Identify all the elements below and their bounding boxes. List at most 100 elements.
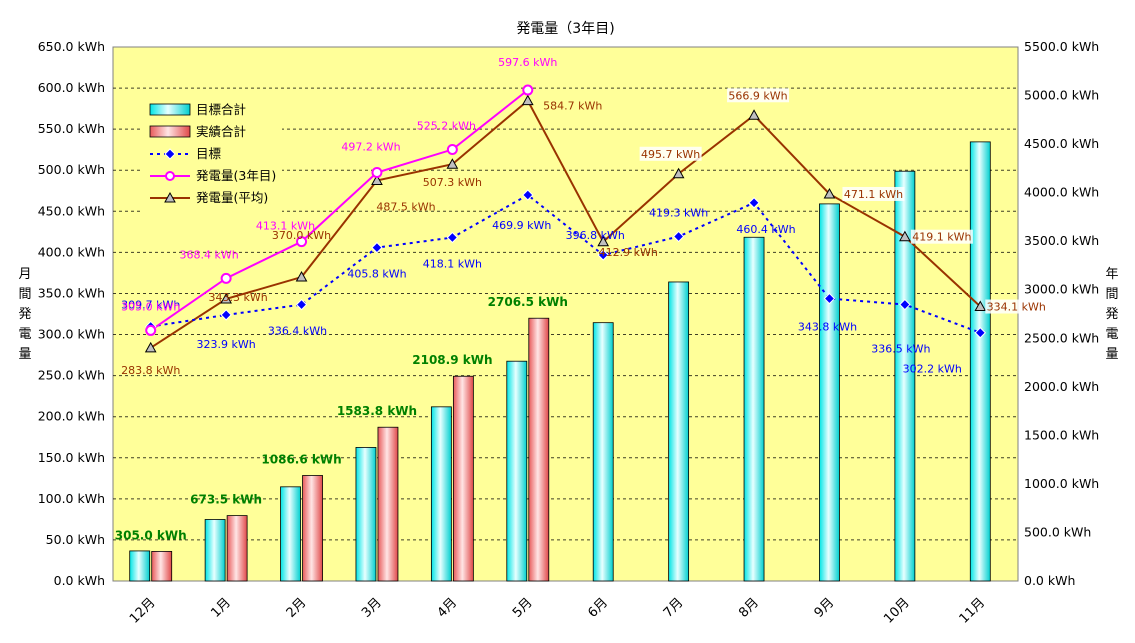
y-right-tick-label: 4000.0 kWh [1024, 185, 1099, 200]
bar-actual-total [151, 550, 173, 582]
data-label-gen-year3: 525.2 kWh [417, 120, 476, 133]
marker-gen-year3 [220, 272, 232, 284]
marker-gen-avg [144, 341, 157, 353]
marker-gen-avg [446, 158, 459, 169]
marker-target-monthly [446, 231, 459, 244]
legend-marker-gen-year3 [165, 171, 175, 181]
y-left-tick-label: 500.0 kWh [38, 162, 105, 177]
y-right-tick-label: 3500.0 kWh [1024, 233, 1099, 248]
legend-label: 発電量(3年目) [196, 168, 276, 183]
bar-target-total [894, 170, 916, 582]
data-label-gen-avg: 495.7 kWh [641, 148, 700, 161]
marker-target-monthly [597, 249, 609, 261]
marker-target-monthly [522, 189, 534, 201]
x-tick-label: 1月 [208, 595, 234, 621]
y-left-tick-label: 400.0 kWh [38, 244, 105, 259]
data-label-bg [985, 299, 1048, 314]
data-label-gen-year3: 413.1 kWh [256, 220, 315, 233]
y-right-tick-label: 3000.0 kWh [1024, 282, 1099, 297]
data-label-bg [727, 88, 790, 103]
bar-target-total [280, 486, 301, 582]
x-tick-label: 6月 [585, 595, 611, 621]
data-label-actual-total: 305.0 kWh [115, 528, 187, 542]
y-right-tick-label: 2500.0 kWh [1024, 330, 1099, 345]
legend-swatch-target-total [149, 103, 191, 116]
marker-gen-avg [220, 292, 232, 304]
x-tick-label: 5月 [510, 595, 536, 621]
marker-gen-avg [899, 230, 911, 242]
marker-target-monthly [748, 197, 760, 209]
data-label-gen-avg: 334.1 kWh [987, 301, 1046, 314]
marker-target-monthly [672, 230, 685, 243]
bar-target-total [430, 406, 452, 582]
marker-gen-avg [974, 300, 987, 312]
x-tick-label: 7月 [661, 595, 687, 621]
data-label-actual-total: 2108.9 kWh [412, 353, 492, 367]
chart-title: 発電量（3年目) [516, 21, 614, 37]
y-left-tick-label: 300.0 kWh [38, 327, 105, 342]
marker-gen-avg [748, 109, 760, 120]
bar-target-total [969, 141, 991, 582]
marker-gen-year3 [371, 167, 383, 179]
marker-gen-avg [521, 94, 534, 106]
y-right-tick-label: 4500.0 kWh [1024, 136, 1099, 151]
x-tick-label: 10月 [881, 595, 912, 626]
y-right-tick-label: 1000.0 kWh [1024, 476, 1099, 491]
data-label-actual-total: 2706.5 kWh [488, 295, 568, 309]
y-right-tick-label: 1500.0 kWh [1024, 427, 1099, 442]
y-left-tick-label: 600.0 kWh [38, 80, 105, 95]
marker-gen-year3 [446, 144, 458, 156]
y-left-tick-label: 100.0 kWh [38, 491, 105, 506]
bar-target-total [355, 447, 377, 582]
data-label-gen-avg: 370.0 kWh [272, 229, 331, 242]
bar-target-total [592, 322, 614, 582]
line-gen-avg [150, 99, 981, 349]
y-left-tick-label: 50.0 kWh [46, 532, 105, 547]
y-right-axis-title: 年間発電量 [1105, 267, 1118, 362]
y-right-tick-label: 0.0 kWh [1024, 573, 1075, 588]
data-label-target-monthly: 302.2 kWh [903, 363, 962, 376]
line-gen-year3 [150, 89, 529, 332]
data-label-target-monthly: 336.4 kWh [268, 325, 327, 338]
data-label-gen-avg: 283.8 kWh [121, 364, 180, 377]
x-tick-label: 4月 [435, 595, 461, 621]
data-label-target-monthly: 469.9 kWh [492, 219, 551, 232]
x-tick-label: 11月 [957, 595, 988, 626]
bar-actual-total [377, 426, 399, 582]
y-left-axis-title: 月間発電量 [18, 267, 31, 362]
legend-label: 発電量(平均) [196, 190, 268, 205]
marker-gen-year3 [296, 236, 308, 248]
legend-marker-gen-avg [164, 191, 176, 203]
marker-target-monthly [220, 309, 232, 321]
y-right-tick-label: 5000.0 kWh [1024, 88, 1099, 103]
data-label-bg [639, 146, 702, 161]
data-label-gen-year3: 597.6 kWh [498, 56, 557, 69]
y-left-tick-label: 0.0 kWh [54, 573, 105, 588]
data-label-target-monthly: 323.9 kWh [197, 338, 256, 351]
marker-target-monthly [823, 292, 836, 305]
legend-swatch-actual-total [149, 125, 191, 138]
data-label-gen-year3: 305.0 kWh [121, 300, 180, 313]
data-label-target-monthly: 419.3 kWh [649, 207, 708, 220]
y-right-tick-label: 2000.0 kWh [1024, 379, 1099, 394]
marker-gen-avg [597, 235, 610, 247]
data-label-gen-avg: 507.3 kWh [423, 176, 482, 189]
x-tick-label: 12月 [127, 595, 158, 626]
bar-target-total [819, 203, 840, 582]
marker-target-monthly [371, 241, 383, 254]
bar-actual-total [226, 515, 248, 582]
marker-gen-year3 [522, 84, 534, 96]
bar-target-total [743, 236, 765, 582]
data-label-target-monthly: 396.8 kWh [566, 229, 625, 242]
y-left-tick-label: 150.0 kWh [38, 450, 105, 465]
data-label-actual-total: 1086.6 kWh [261, 453, 341, 467]
marker-gen-year3 [145, 324, 157, 336]
bar-target-total [668, 281, 690, 582]
y-left-tick-label: 350.0 kWh [38, 285, 105, 300]
data-label-gen-avg: 343.3 kWh [209, 291, 268, 304]
data-label-bg [910, 229, 973, 244]
data-label-gen-avg: 566.9 kWh [728, 89, 787, 102]
legend-label: 目標 [196, 146, 222, 161]
x-tick-label: 9月 [812, 595, 838, 621]
